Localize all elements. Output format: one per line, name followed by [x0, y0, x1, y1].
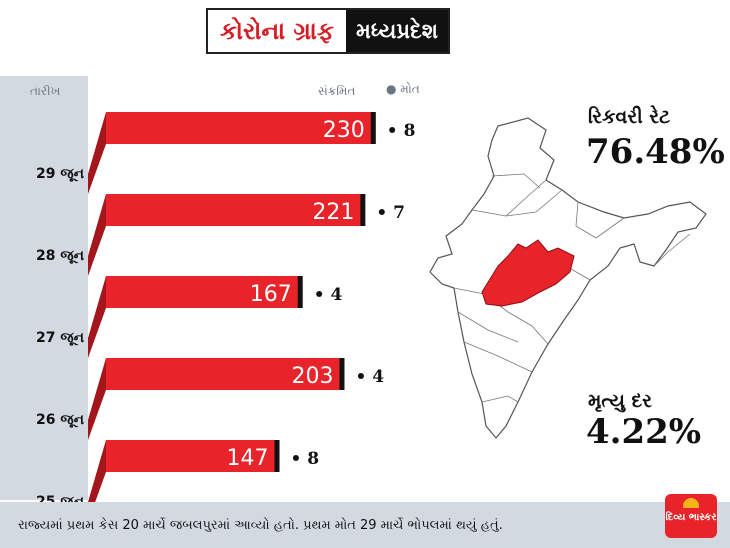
footer-bar: રાજ્યમાં પ્રથમ કેસ 20 માર્ચે જબલપુરમાં આ…	[0, 502, 730, 548]
date-tick-label: 25 જૂન	[36, 494, 85, 502]
bar-connector	[88, 112, 106, 194]
date-column	[0, 76, 88, 500]
india-outline	[429, 117, 707, 439]
deaths-value-label: • 4	[355, 367, 384, 387]
chart-title: કોરોના ગ્રાફ	[208, 10, 347, 52]
bar-connector	[88, 194, 106, 276]
bar-connector	[88, 358, 106, 440]
sun-icon	[683, 498, 699, 508]
divya-bhaskar-logo: દિવ્ય ભાસ્કર	[665, 494, 717, 538]
deaths-column-header: ● મોત	[386, 82, 420, 96]
date-tick-label: 28 જૂન	[36, 248, 85, 264]
deaths-header-label: મોત	[400, 82, 420, 96]
date-column-header: તારીખ	[30, 84, 61, 98]
deaths-value-label: • 8	[387, 121, 416, 141]
bar-cases	[106, 440, 277, 472]
bar-connector	[88, 276, 106, 358]
cases-value-label: 203	[291, 364, 333, 389]
bar-cases	[106, 358, 342, 390]
death-rate-label: મૃત્યુ દર	[588, 390, 652, 412]
cases-value-label: 147	[227, 446, 269, 471]
india-map	[429, 117, 707, 439]
cases-value-label: 230	[323, 118, 365, 143]
deaths-value-label: • 4	[314, 285, 343, 305]
cases-value-label: 167	[250, 282, 292, 307]
bar-end-cap	[360, 194, 366, 226]
recovery-rate-value: 76.48%	[586, 132, 725, 172]
date-tick-label: 27 જૂન	[36, 330, 85, 346]
bar-end-cap	[297, 276, 303, 308]
cases-column-header: સંક્રમિત	[318, 84, 356, 98]
deaths-value-label: • 8	[291, 449, 320, 469]
recovery-rate-label: રિકવરી રેટ	[588, 106, 671, 128]
cases-value-label: 221	[312, 200, 354, 225]
footer-note: રાજ્યમાં પ્રથમ કેસ 20 માર્ચે જબલપુરમાં આ…	[18, 518, 503, 533]
logo-text: દિવ્ય ભાસ્કર	[665, 512, 717, 523]
bar-chart: 230 • 8 29 જૂન 221 • 7 28 જૂન 167 • 4 27 જૂન 203 •…	[36, 112, 416, 502]
bar-cases	[106, 276, 300, 308]
date-tick-label: 26 જૂન	[36, 412, 85, 428]
bar-connector	[88, 440, 106, 502]
bar-end-cap	[274, 440, 280, 472]
bar-end-cap	[370, 112, 376, 144]
chart-subtitle: મધ્યપ્રદેશ	[346, 10, 448, 52]
title-banner: કોરોના ગ્રાફ મધ્યપ્રદેશ	[206, 8, 450, 54]
date-tick-label: 29 જૂન	[36, 166, 85, 182]
bar-end-cap	[339, 358, 345, 390]
bar-cases	[106, 194, 363, 226]
deaths-value-label: • 7	[376, 203, 405, 223]
death-rate-value: 4.22%	[586, 412, 702, 452]
madhya-pradesh-state	[481, 239, 575, 307]
bar-cases	[106, 112, 373, 144]
state-borders	[453, 173, 691, 403]
